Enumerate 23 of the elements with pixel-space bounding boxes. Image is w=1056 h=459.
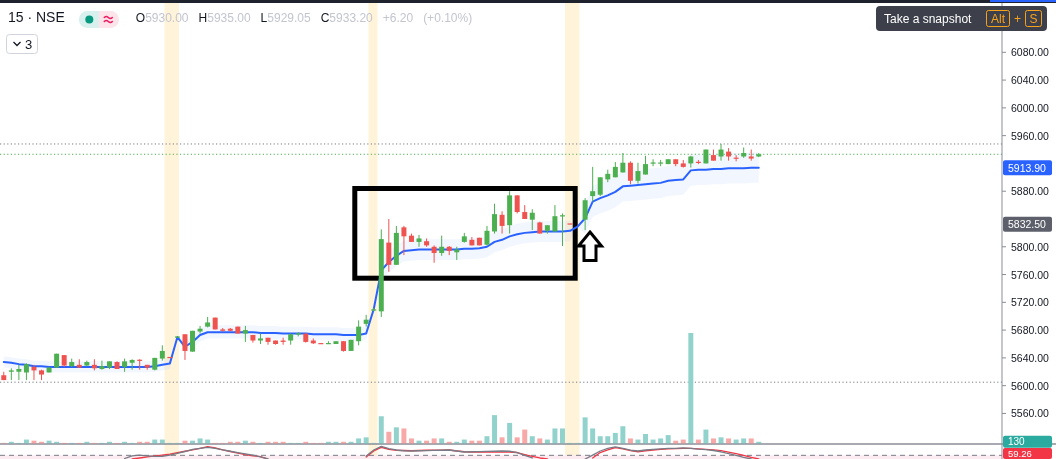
text: + [1013, 11, 1022, 26]
y-tick-label: 5960.00 [1011, 129, 1050, 142]
y-tick-label: 5800.00 [1011, 240, 1050, 253]
y-tick-label: 5600.00 [1011, 379, 1050, 392]
text: 130 [1008, 436, 1026, 448]
annotation: 3 [25, 36, 33, 52]
text: S [1029, 11, 1038, 26]
y-tick-label: 6040.00 [1011, 74, 1050, 87]
y-tick-label: 5720.00 [1011, 296, 1050, 309]
y-tick-label: 5760.00 [1011, 268, 1050, 281]
y-tick-label: 5560.00 [1011, 407, 1050, 420]
text: 5832.50 [1008, 218, 1047, 231]
y-tick-label: 5880.00 [1011, 185, 1050, 198]
text: 59.26 [1008, 448, 1032, 459]
text: Take a snapshot [884, 11, 973, 26]
y-tick-label: 6000.00 [1011, 101, 1050, 114]
text: O5930.00 H5935.00 L5929.05 C5933.20 +6.20 (+0.10%) [135, 11, 473, 25]
text: 5913.90 [1008, 161, 1047, 174]
y-tick-label: 5680.00 [1011, 324, 1050, 337]
y-tick-label: 6080.00 [1011, 46, 1050, 59]
text: Alt [990, 11, 1006, 26]
y-tick-label: 5640.00 [1011, 351, 1050, 364]
chart-title: 15 · NSE [8, 9, 65, 25]
